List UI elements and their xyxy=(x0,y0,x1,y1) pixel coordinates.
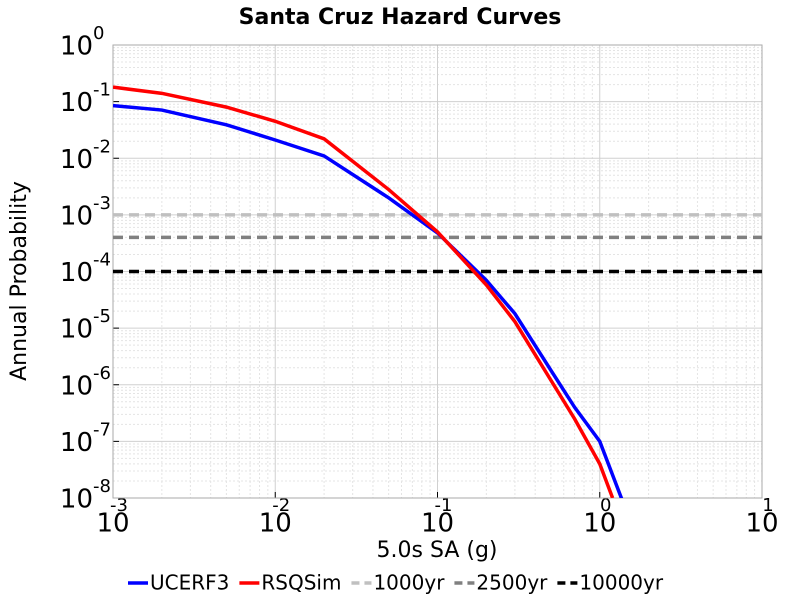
x-tick-label: 10 xyxy=(259,509,292,539)
x-tick-exponent: -3 xyxy=(110,495,128,516)
x-tick-exponent: 0 xyxy=(600,495,611,516)
legend: UCERF3 RSQSim 1000yr 2500yr 10000yr xyxy=(128,571,664,595)
y-tick-label: 10 xyxy=(60,428,93,458)
x-axis-label: 5.0s SA (g) xyxy=(377,538,498,563)
x-tick-exponent: -2 xyxy=(272,495,290,516)
y-tick-label: 10 xyxy=(60,371,93,401)
legend-label: RSQSim xyxy=(261,571,341,595)
x-tick-exponent: 1 xyxy=(762,495,773,516)
y-tick-exponent: 0 xyxy=(93,23,104,44)
legend-label: UCERF3 xyxy=(150,571,229,595)
y-tick-exponent: -6 xyxy=(93,363,111,384)
legend-label: 1000yr xyxy=(373,571,445,595)
y-tick-label: 10 xyxy=(60,145,93,175)
x-tick-label: 10 xyxy=(421,509,454,539)
series-line xyxy=(113,85,615,498)
y-tick-exponent: -5 xyxy=(93,306,111,327)
x-tick-label: 10 xyxy=(745,509,778,539)
y-tick-exponent: -4 xyxy=(93,250,111,271)
y-tick-label: 10 xyxy=(60,32,93,62)
y-axis-label: Annual Probability xyxy=(7,181,32,381)
x-tick-label: 10 xyxy=(583,509,616,539)
y-tick-exponent: -8 xyxy=(93,476,111,497)
y-tick-exponent: -3 xyxy=(93,193,111,214)
y-tick-exponent: -1 xyxy=(93,80,111,101)
legend-label: 2500yr xyxy=(476,571,548,595)
y-tick-label: 10 xyxy=(60,485,93,515)
chart-title: Santa Cruz Hazard Curves xyxy=(239,5,562,30)
y-tick-label: 10 xyxy=(60,88,93,118)
y-tick-label: 10 xyxy=(60,315,93,345)
y-tick-label: 10 xyxy=(60,201,93,231)
x-tick-label: 10 xyxy=(96,509,129,539)
y-tick-label: 10 xyxy=(60,258,93,288)
plot-area xyxy=(113,85,762,498)
y-tick-exponent: -7 xyxy=(93,419,111,440)
y-tick-exponent: -2 xyxy=(93,136,111,157)
legend-label: 10000yr xyxy=(579,571,663,595)
x-tick-exponent: -1 xyxy=(435,495,453,516)
